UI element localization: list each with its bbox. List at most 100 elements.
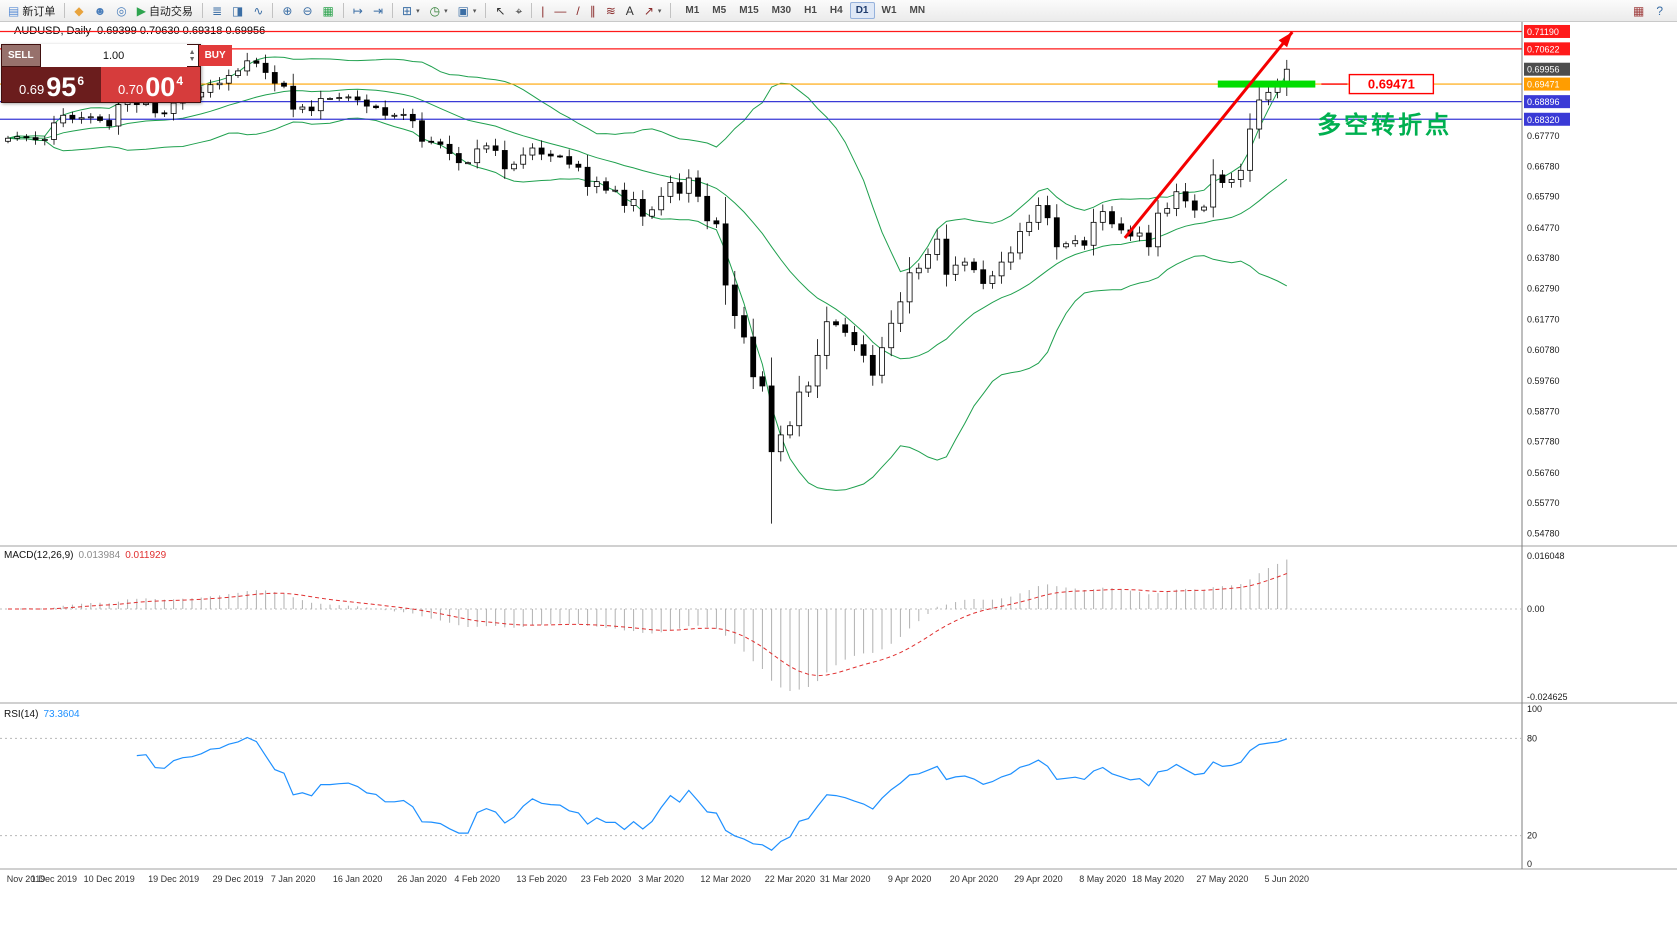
volume-box: ▲▼ [39,44,199,67]
price-chart-canvas[interactable]: AUDUSD, Daily 0.69399 0.70630 0.69318 0.6… [0,22,1677,944]
date-axis-label: 3 Mar 2020 [638,874,684,884]
tile-windows-button[interactable]: ▦ [319,1,338,21]
template-button[interactable]: ▣ ▾ [454,1,481,21]
timeframe-h1[interactable]: H1 [804,5,817,16]
main-toolbar: ▤ 新订单 ◆ ☻ ◎ ▶ 自动交易 ≣ ◨ ∿ ⊕ ⊖ ▦ ↦ ⇥ ⊞ ▾ ◷ ▾ ▣ ▾ ↖ ⌖ | — / ∥ ≋ A ↗ ▾ M1 M5… [0,0,1677,22]
toolbar-separator [392,3,393,18]
horizontal-line-button[interactable]: — [550,1,570,21]
new-order-icon: ▤ [8,3,20,18]
axis-tick-label: 0.54780 [1527,528,1560,538]
axis-price-box-text: 0.68896 [1527,97,1560,107]
candles [5,52,1290,524]
trendline-button[interactable]: / [572,1,583,21]
toolbar-separator [272,3,274,18]
sell-price-pips: 95 [46,72,77,103]
axis-tick-label: 0.55770 [1527,498,1560,508]
timeframe-m15[interactable]: M15 [739,5,759,16]
chart-shift-button[interactable]: ⇥ [369,1,387,21]
trend-arrow-head [1278,32,1293,48]
period-button[interactable]: ◷ ▾ [426,1,452,21]
timeframe-d1[interactable]: D1 [849,2,875,19]
bars-mode-button[interactable]: ≣ [208,1,226,21]
volume-stepper[interactable]: ▲ ▼ [188,48,196,63]
bollinger-bands [7,56,1288,491]
axis-price-box [1524,95,1570,109]
axis-price-box [1524,112,1570,126]
help-button[interactable]: ? [1652,1,1667,21]
date-axis-label: 8 May 2020 [1079,874,1126,884]
line-chart-icon: ∿ [253,3,264,18]
data-window-button[interactable]: ◎ [112,1,130,21]
new-chart-button[interactable]: ⊞ ▾ [398,1,424,21]
date-axis-label: 29 Apr 2020 [1014,874,1063,884]
support-bar-annotation[interactable] [1217,80,1316,88]
date-axis-label: 29 Dec 2019 [212,874,263,884]
date-axis-label: Nov 2019 [7,874,46,884]
axis-tick-label: 0.66780 [1527,161,1560,171]
timeframe-mn[interactable]: MN [909,5,926,16]
macd-axis-min: -0.024625 [1527,692,1568,702]
timeframe-h4[interactable]: H4 [829,5,843,16]
zoom-out-button[interactable]: ⊖ [298,1,316,21]
date-axis-label: 12 Mar 2020 [700,874,751,884]
autotrading-button-label: 自动交易 [148,5,193,18]
date-axis-label: 22 Mar 2020 [765,874,816,884]
chevron-down-icon: ▾ [472,7,477,15]
metaeditor-button[interactable]: ◆ [70,1,87,21]
rsi-label: RSI(14) 73.3604 [4,709,80,720]
channel-icon: ∥ [589,3,596,18]
fibonacci-button[interactable]: ≋ [602,1,620,21]
layout-button[interactable]: ▦ [1629,1,1648,21]
vertical-line-button[interactable]: | [537,1,548,21]
axis-price-box-text: 0.70622 [1527,44,1560,54]
buy-button[interactable]: BUY [198,45,232,66]
sell-price-point: 6 [77,74,85,88]
axis-tick-label: 0.60780 [1527,345,1560,355]
timeframe-group: M1 M5 M15 M30 H1 H4 D1 W1 MN [679,2,931,19]
autotrading-button[interactable]: ▶ 自动交易 [133,1,197,21]
buy-price-big-figure: 0.70 [117,82,144,97]
sell-price[interactable]: 0.69 95 6 [2,67,101,102]
price-tag-box[interactable] [1348,73,1435,95]
text-button[interactable]: A [622,1,638,21]
timeframe-m30[interactable]: M30 [771,5,792,16]
auto-scroll-button[interactable]: ↦ [349,1,367,21]
trend-arrow-line[interactable] [1123,31,1294,239]
buy-price-pips: 00 [145,72,176,103]
channel-button[interactable]: ∥ [586,1,600,21]
new-chart-icon: ⊞ [402,3,413,18]
one-click-top-row: SELL ▲▼ BUY [2,44,232,67]
toolbar-separator [342,3,344,18]
candles-mode-button[interactable]: ◨ [228,1,247,21]
chevron-down-icon: ▾ [444,7,448,15]
crosshair-button[interactable]: ⌖ [512,1,527,21]
market-watch-button[interactable]: ☻ [90,1,111,21]
timeframe-m5[interactable]: M5 [712,5,727,16]
data-window-icon: ◎ [116,3,127,18]
date-axis-label: 13 Feb 2020 [516,874,567,884]
grid-icon: ▦ [1632,3,1645,18]
timeframe-w1[interactable]: W1 [881,5,897,16]
volume-input[interactable] [40,44,187,67]
axis-tick-label: 0.57780 [1527,437,1560,447]
chevron-down-icon: ▾ [657,7,662,15]
buy-price-point: 4 [176,74,184,88]
macd-axis-max: 0.016048 [1527,551,1565,561]
axis-price-box [1524,24,1570,38]
clock-icon: ◷ [429,3,441,18]
timeframe-m1[interactable]: M1 [685,5,700,16]
date-axis-label: 26 Jan 2020 [397,874,447,884]
arrows-button[interactable]: ↗ ▾ [640,1,666,21]
zoom-in-button[interactable]: ⊕ [278,1,296,21]
toolbar-separator [485,3,487,18]
date-axis-label: 27 May 2020 [1196,874,1248,884]
macd-histogram [16,559,1288,691]
buy-price[interactable]: 0.70 00 4 [101,67,200,102]
axis-price-box-text: 0.71190 [1527,27,1559,37]
axis-tick-label: 0.61770 [1527,315,1560,325]
note-annotation-text[interactable]: 多空转折点 [1317,111,1452,139]
sell-button[interactable]: SELL [2,45,40,66]
new-order-button[interactable]: ▤ 新订单 [4,1,59,21]
cursor-button[interactable]: ↖ [491,1,509,21]
line-mode-button[interactable]: ∿ [249,1,267,21]
